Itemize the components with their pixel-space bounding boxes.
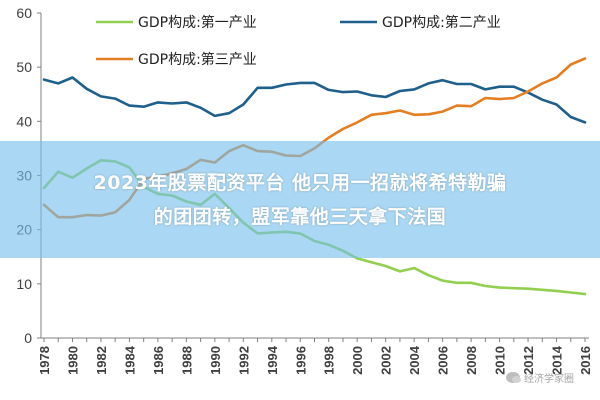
x-tick-label: 1980 [65,346,80,375]
x-tick-label: 2004 [407,345,422,375]
x-tick-label: 1998 [322,346,337,375]
legend-label-1: GDP构成:第一产业 [138,14,257,31]
x-tick-label: 1988 [179,346,194,375]
x-tick-label: 2016 [578,346,593,375]
headline-line-2[interactable]: 的团团转，盟军靠他三天拿下法国 [153,206,447,228]
wechat-icon [506,372,521,383]
headline-banner[interactable] [0,141,600,258]
x-tick-label: 2000 [350,346,365,375]
watermark-text: 经济学家圈 [524,374,574,385]
y-tick-label: 40 [16,113,32,129]
x-tick-label: 1996 [293,346,308,375]
y-tick-label: 50 [16,59,32,75]
headline-line-1[interactable]: 2023年股票配资平台 他只用一招就将希特勒骗 [93,172,507,194]
x-tick-label: 2006 [436,346,451,375]
y-tick-label: 0 [24,330,32,346]
x-tick-label: 1994 [265,345,280,375]
x-tick-label: 2008 [464,346,479,375]
legend-label-3: GDP构成:第三产业 [138,51,257,68]
y-tick-label: 10 [16,276,32,292]
series-line-2 [42,76,587,124]
x-tick-label: 1986 [151,346,166,375]
x-tick-label: 2012 [521,346,536,375]
x-tick-label: 1992 [236,346,251,375]
y-tick-label: 60 [16,5,32,21]
watermark: 经济学家圈 [506,370,574,385]
x-tick-label: 1978 [37,346,52,375]
headline-text[interactable]: 2023年股票配资平台 他只用一招就将希特勒骗 的团团转，盟军靠他三天拿下法国 [0,166,600,234]
x-tick-label: 1984 [122,345,137,375]
x-tick-label: 2010 [493,346,508,375]
x-tick-label: 1990 [208,346,223,375]
x-tick-label: 2002 [379,346,394,375]
x-tick-label: 1982 [94,346,109,375]
legend-label-2: GDP构成:第二产业 [382,14,501,31]
x-tick-label: 2014 [550,345,565,375]
